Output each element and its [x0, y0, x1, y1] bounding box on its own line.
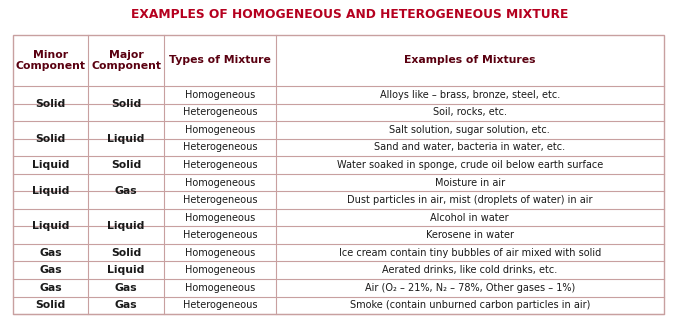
Text: Homogeneous: Homogeneous [185, 177, 255, 188]
Text: Moisture in air: Moisture in air [435, 177, 505, 188]
Text: Gas: Gas [115, 186, 137, 196]
Text: Liquid: Liquid [107, 265, 145, 275]
Text: Solid: Solid [111, 99, 141, 109]
Text: Dust particles in air, mist (droplets of water) in air: Dust particles in air, mist (droplets of… [347, 195, 592, 205]
Bar [13, 35, 664, 314]
Text: Kerosene in water: Kerosene in water [426, 230, 514, 240]
Text: Sand and water, bacteria in water, etc.: Sand and water, bacteria in water, etc. [374, 142, 566, 153]
Text: Aerated drinks, like cold drinks, etc.: Aerated drinks, like cold drinks, etc. [382, 265, 557, 275]
Text: Solid: Solid [111, 248, 141, 258]
Text: EXAMPLES OF HOMOGENEOUS AND HETEROGENEOUS MIXTURE: EXAMPLES OF HOMOGENEOUS AND HETEROGENEOU… [132, 8, 568, 21]
Text: Liquid: Liquid [107, 134, 145, 144]
Text: Minor
Component: Minor Component [15, 50, 85, 71]
Text: Gas: Gas [39, 265, 62, 275]
Text: Water soaked in sponge, crude oil below earth surface: Water soaked in sponge, crude oil below … [337, 160, 603, 170]
Text: Heterogeneous: Heterogeneous [183, 160, 257, 170]
Text: Ice cream contain tiny bubbles of air mixed with solid: Ice cream contain tiny bubbles of air mi… [339, 248, 601, 258]
Text: Heterogeneous: Heterogeneous [183, 230, 257, 240]
Text: Smoke (contain unburned carbon particles in air): Smoke (contain unburned carbon particles… [349, 300, 590, 310]
Text: Homogeneous: Homogeneous [185, 265, 255, 275]
Text: Liquid: Liquid [32, 221, 69, 231]
Text: Alcohol in water: Alcohol in water [430, 213, 509, 223]
Text: Homogeneous: Homogeneous [185, 125, 255, 135]
Text: Major
Component: Major Component [91, 50, 161, 71]
Text: Air (O₂ – 21%, N₂ – 78%, Other gases – 1%): Air (O₂ – 21%, N₂ – 78%, Other gases – 1… [365, 283, 575, 293]
Text: Salt solution, sugar solution, etc.: Salt solution, sugar solution, etc. [389, 125, 550, 135]
Text: Homogeneous: Homogeneous [185, 283, 255, 293]
Text: Liquid: Liquid [32, 186, 69, 196]
Text: Examples of Mixtures: Examples of Mixtures [404, 55, 536, 66]
Text: Liquid: Liquid [32, 160, 69, 170]
Text: Alloys like – brass, bronze, steel, etc.: Alloys like – brass, bronze, steel, etc. [379, 90, 560, 100]
Text: Homogeneous: Homogeneous [185, 90, 255, 100]
Text: Heterogeneous: Heterogeneous [183, 300, 257, 310]
Text: Gas: Gas [39, 283, 62, 293]
Text: Types of Mixture: Types of Mixture [169, 55, 271, 66]
Text: Gas: Gas [39, 248, 62, 258]
Text: Solid: Solid [35, 99, 66, 109]
Text: Gas: Gas [115, 300, 137, 310]
Text: Solid: Solid [111, 160, 141, 170]
Text: Heterogeneous: Heterogeneous [183, 142, 257, 153]
Text: Homogeneous: Homogeneous [185, 213, 255, 223]
Text: Soil, rocks, etc.: Soil, rocks, etc. [433, 107, 507, 118]
Text: Solid: Solid [35, 300, 66, 310]
Text: Gas: Gas [115, 283, 137, 293]
Text: Solid: Solid [35, 134, 66, 144]
Text: Heterogeneous: Heterogeneous [183, 195, 257, 205]
Text: Heterogeneous: Heterogeneous [183, 107, 257, 118]
Text: Liquid: Liquid [107, 221, 145, 231]
Text: Homogeneous: Homogeneous [185, 248, 255, 258]
